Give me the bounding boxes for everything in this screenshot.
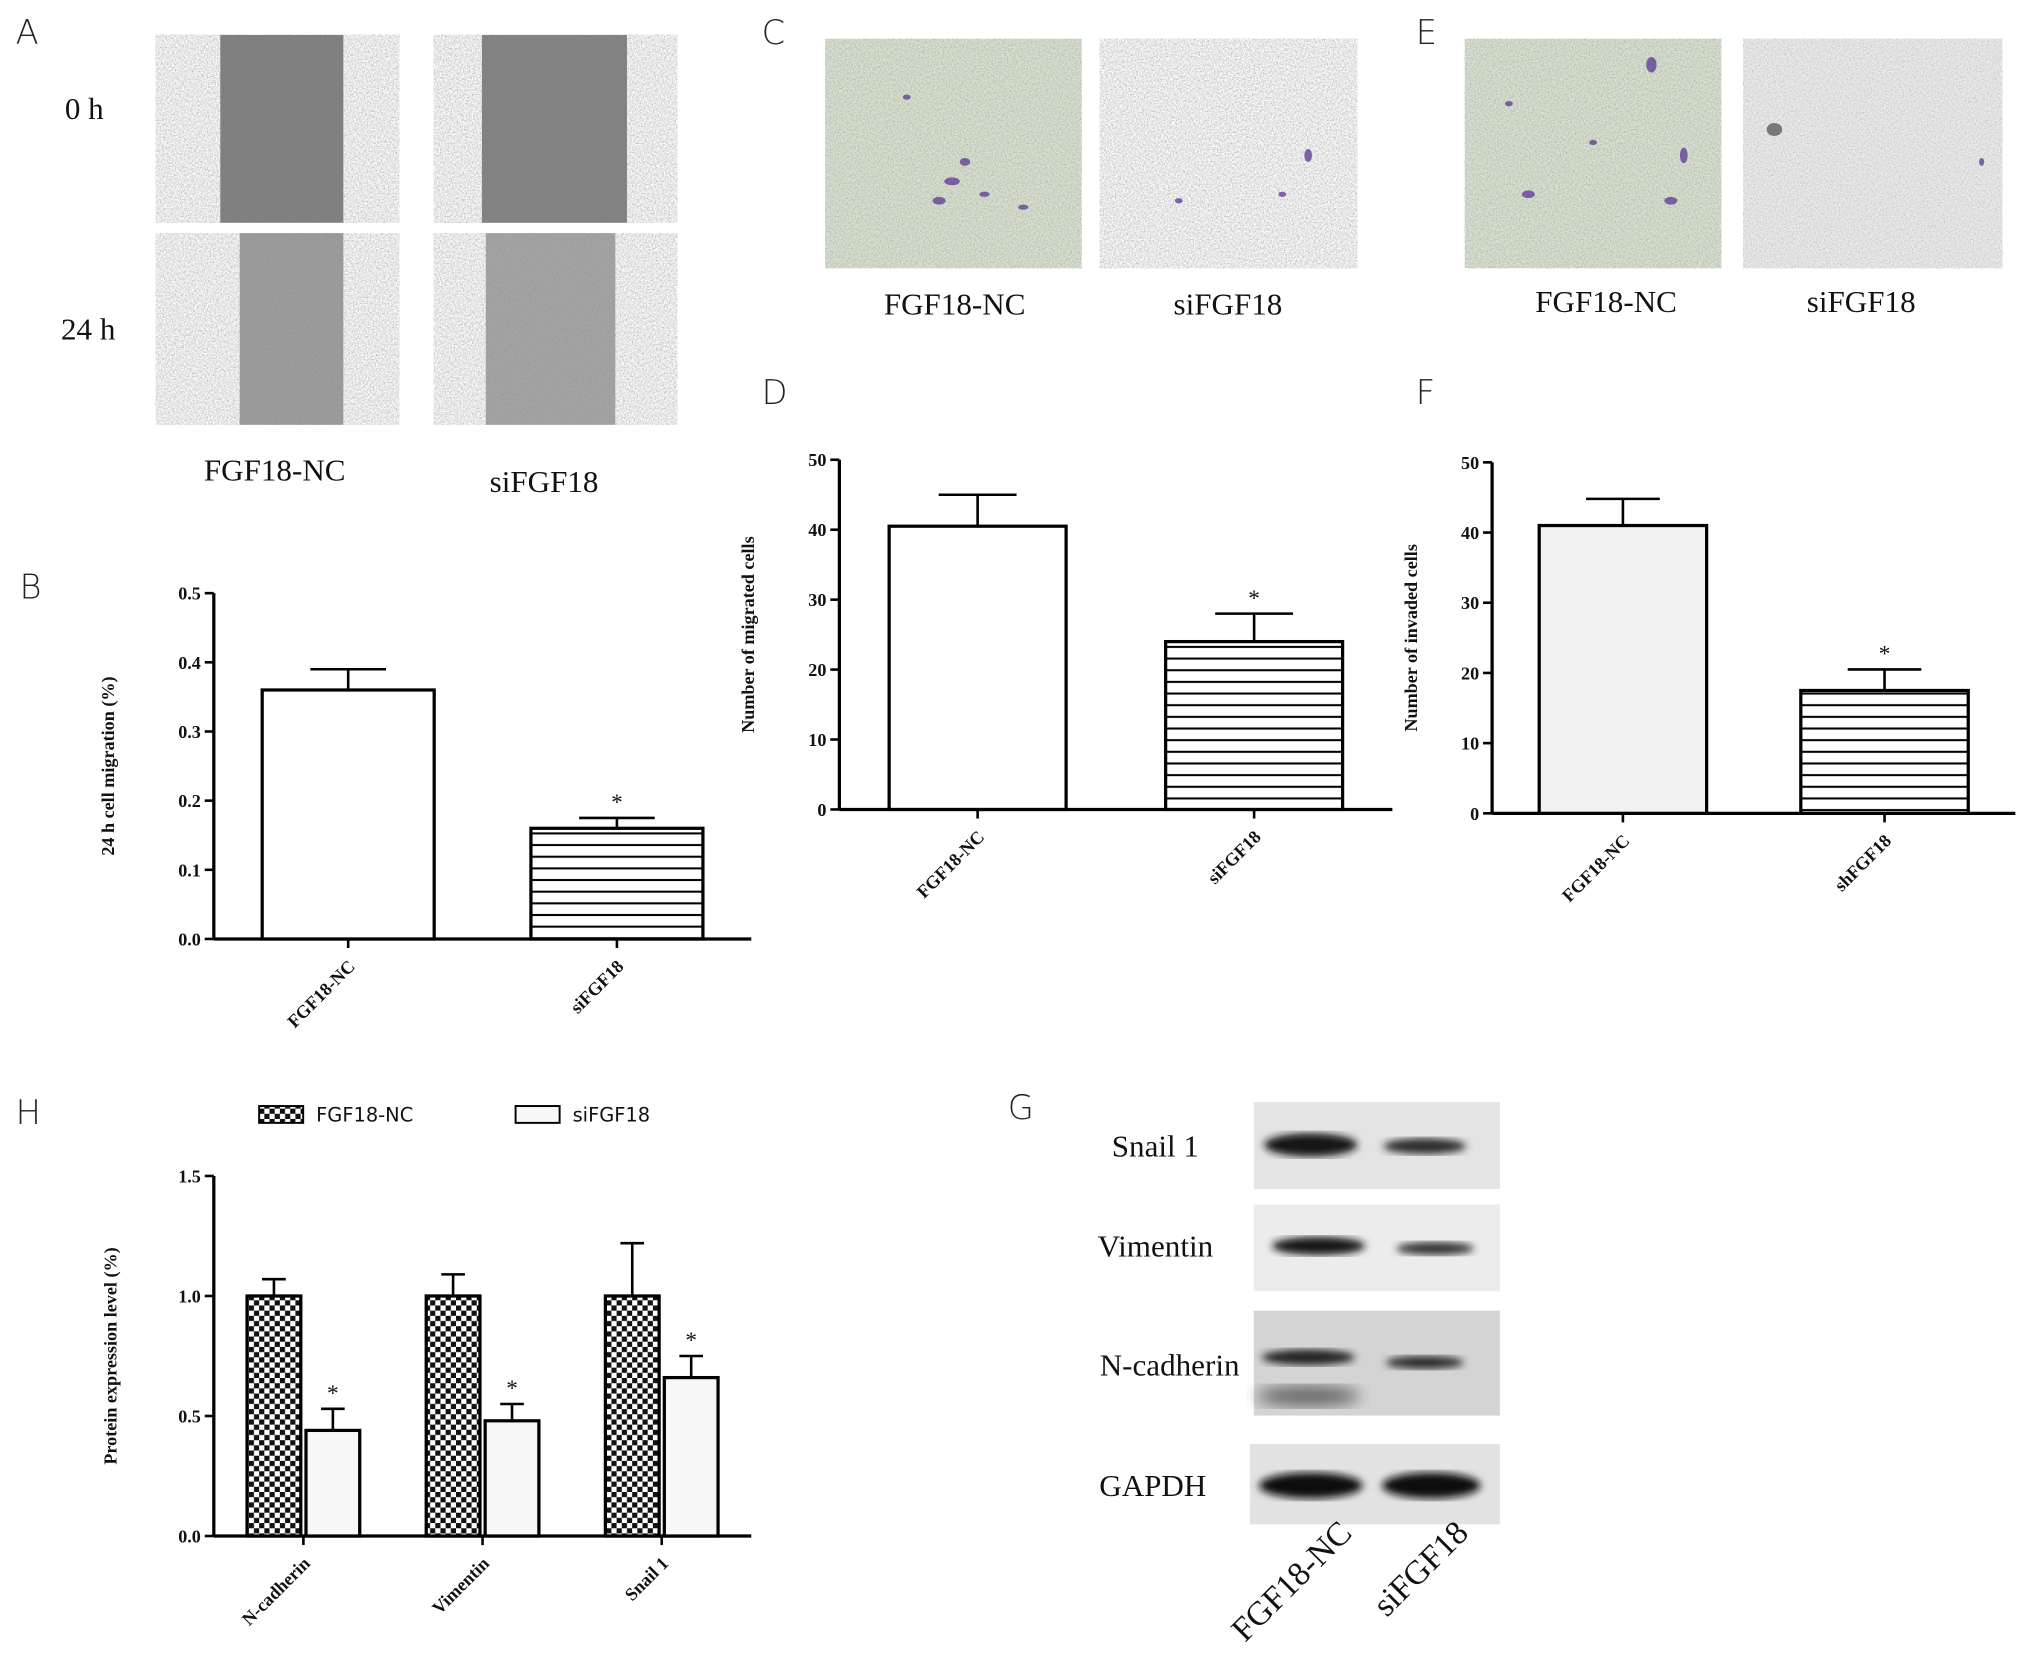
transwell-images: [825, 38, 2003, 269]
y-tick-label: 0: [1470, 804, 1479, 824]
legend-label: siFGF18: [573, 1104, 651, 1127]
group-label: siFGF18: [1807, 284, 1916, 319]
bar: [887, 524, 1068, 812]
bar: [529, 826, 705, 941]
time-label: 24 h: [61, 311, 116, 346]
x-tick-label: Snail 1: [621, 1553, 673, 1605]
error-bar: [310, 667, 387, 690]
y-axis-label: Number of invaded cells: [1401, 544, 1421, 731]
group-label: FGF18-NC: [1535, 284, 1677, 319]
y-tick-label: 0.0: [178, 929, 201, 949]
y-tick-label: 0.3: [178, 722, 201, 742]
bar: [245, 1294, 303, 1538]
panel-letter: G: [1008, 1088, 1034, 1127]
bar: [662, 1375, 720, 1538]
panel-letter: C: [762, 13, 786, 52]
significance: *: [611, 790, 623, 816]
group-label: FGF18-NC: [204, 452, 346, 487]
x-tick-label: Vimentin: [428, 1553, 493, 1618]
group-label: siFGF18: [490, 464, 599, 499]
y-tick-label: 0.1: [178, 860, 201, 880]
lane-label: FGF18-NC: [1225, 1514, 1360, 1649]
y-tick-label: 10: [808, 730, 826, 750]
bar: [603, 1294, 661, 1538]
y-axis-label: 24 h cell migration (%): [98, 676, 119, 855]
bar: [1537, 523, 1709, 815]
legend-swatch: [258, 1105, 305, 1124]
x-tick-label: N-cadherin: [238, 1553, 314, 1629]
y-tick-label: 50: [808, 450, 826, 470]
significance: *: [685, 1328, 697, 1354]
error-bar: [1586, 497, 1660, 526]
bar: [483, 1419, 541, 1538]
y-tick-label: 1.0: [178, 1286, 201, 1306]
group-label: siFGF18: [1173, 287, 1282, 322]
legend-swatch: [514, 1105, 561, 1124]
bar: [260, 688, 436, 941]
significance: *: [1879, 642, 1891, 668]
y-tick-label: 0.5: [178, 1406, 201, 1426]
y-tick-label: 0.0: [178, 1526, 201, 1546]
x-tick-label: siFGF18: [566, 956, 627, 1017]
group-label: FGF18-NC: [884, 287, 1026, 322]
x-tick-label: shFGF18: [1830, 831, 1895, 896]
y-tick-label: 50: [1461, 453, 1479, 473]
legend-label: FGF18-NC: [316, 1104, 413, 1127]
error-bar: [500, 1402, 524, 1421]
y-tick-label: 10: [1461, 734, 1479, 754]
y-tick-label: 40: [1461, 523, 1479, 543]
wound-images: [155, 34, 678, 425]
x-tick-label: FGF18-NC: [1558, 831, 1633, 906]
time-label: 0 h: [65, 91, 104, 126]
protein-label: Vimentin: [1098, 1228, 1214, 1263]
lane-label: siFGF18: [1366, 1514, 1476, 1624]
y-tick-label: 1.5: [178, 1166, 201, 1186]
error-bar: [321, 1407, 345, 1431]
y-tick-label: 20: [1461, 663, 1479, 683]
protein-label: Snail 1: [1112, 1129, 1199, 1164]
y-axis-label: Protein expression level (%): [101, 1247, 122, 1464]
error-bar: [1215, 612, 1294, 642]
y-axis-label: Number of migrated cells: [738, 536, 758, 732]
error-bar: [441, 1273, 465, 1296]
y-tick-label: 30: [808, 590, 826, 610]
y-tick-label: 0.2: [178, 791, 201, 811]
error-bar: [679, 1354, 704, 1378]
panel-letter: E: [1416, 13, 1437, 52]
error-bar: [579, 816, 655, 829]
western-blot: [1249, 1102, 1500, 1525]
error-bar: [938, 493, 1017, 527]
bar: [1799, 688, 1970, 815]
protein-label: GAPDH: [1099, 1468, 1206, 1503]
error-bar: [262, 1277, 286, 1296]
panel-letter: F: [1416, 373, 1435, 412]
panel-letter: B: [20, 567, 42, 606]
y-tick-label: 0.5: [178, 584, 201, 604]
bar: [304, 1428, 362, 1538]
y-tick-label: 0: [817, 800, 826, 820]
error-bar: [1847, 668, 1922, 691]
significance: *: [327, 1381, 339, 1407]
y-tick-label: 30: [1461, 593, 1479, 613]
protein-label: N-cadherin: [1100, 1347, 1240, 1382]
y-tick-label: 0.4: [178, 653, 201, 673]
y-tick-label: 20: [808, 660, 826, 680]
panel-letter: A: [16, 13, 39, 52]
bar: [1164, 639, 1345, 812]
x-tick-label: siFGF18: [1204, 827, 1265, 888]
x-tick-label: FGF18-NC: [913, 827, 988, 902]
error-bar: [620, 1241, 645, 1296]
panel-letter: D: [762, 373, 788, 412]
panel-letter: H: [16, 1093, 41, 1132]
bar: [424, 1294, 482, 1538]
significance: *: [506, 1376, 518, 1402]
y-tick-label: 40: [808, 520, 826, 540]
x-tick-label: FGF18-NC: [283, 956, 358, 1031]
significance: *: [1248, 586, 1260, 612]
